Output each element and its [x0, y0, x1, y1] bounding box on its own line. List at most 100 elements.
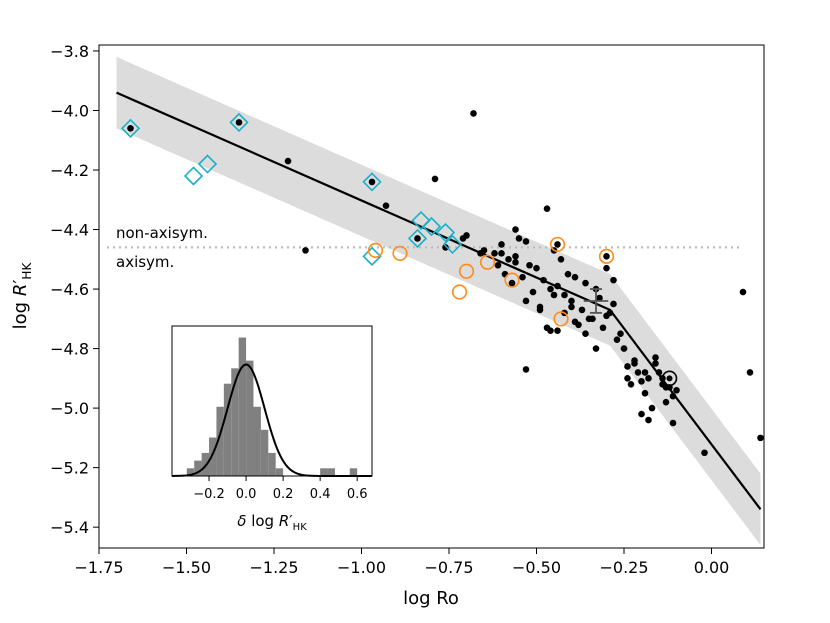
data-point-dot: [554, 327, 561, 335]
y-tick-label: −5.0: [50, 399, 89, 418]
data-point-diamond: [407, 228, 428, 249]
data-point-dot: [550, 291, 558, 299]
data-point-dot: [547, 285, 554, 293]
data-point-dot: [512, 258, 519, 266]
y-tick-label: −3.8: [50, 42, 89, 61]
data-point-dot: [638, 378, 645, 385]
inset-x-label: δ log R′HK: [237, 512, 307, 533]
inset-x-ticks: −0.2 0.0 0.2 0.4 0.6: [193, 476, 368, 502]
scatter-points: [120, 110, 764, 457]
inset-frame: [171, 325, 373, 477]
data-point-dot: [610, 276, 617, 284]
data-point-dot: [568, 303, 575, 311]
data-point-dot: [578, 306, 586, 314]
data-point-diamond: [362, 246, 382, 266]
y-tick-label: −4.2: [50, 161, 89, 180]
data-point-dot: [431, 175, 439, 183]
inset-x-tick-label: 0.0: [236, 487, 257, 502]
data-point-dot: [589, 315, 596, 323]
x-tick-label: −1.25: [249, 558, 298, 577]
inset-x-tick-label: −0.2: [193, 487, 225, 502]
data-point-diamond: [197, 154, 218, 174]
data-point-dot: [582, 279, 589, 287]
data-point-dot: [599, 324, 607, 332]
data-point-dot: [519, 273, 526, 281]
inset-x-tick-label: 0.4: [310, 487, 331, 502]
data-point-dot: [529, 288, 537, 296]
data-point-dot: [533, 264, 540, 272]
data-point-dot: [547, 327, 554, 335]
data-point-dot: [603, 312, 610, 320]
data-point-diamond: [120, 118, 141, 138]
data-point-circle: [549, 236, 566, 253]
inset-x-tick-label: 0.2: [273, 487, 294, 502]
data-point-circle: [598, 248, 615, 264]
data-point-dot: [536, 306, 544, 314]
inset-histogram-bars: [186, 337, 358, 476]
data-point-dot: [554, 282, 561, 290]
x-tick-label: −1.00: [337, 558, 386, 577]
inset-histogram-bar: [320, 468, 328, 476]
data-point-diamond: [183, 166, 204, 186]
data-point-dot: [459, 235, 467, 242]
y-tick-label: −4.0: [50, 101, 89, 120]
inset-histogram-bar: [327, 468, 335, 476]
data-point-dot: [557, 255, 565, 263]
data-point-circle: [367, 242, 384, 258]
data-point-diamond: [411, 210, 431, 231]
data-point-dot: [522, 238, 530, 245]
data-point-circle: [553, 311, 569, 327]
inset-histogram-bar: [275, 468, 284, 476]
data-point-dot: [568, 297, 575, 305]
data-point-dot: [739, 288, 747, 296]
data-point-dot: [491, 250, 498, 257]
data-point-dot: [652, 354, 659, 361]
x-tick-label: −1.50: [162, 558, 211, 577]
data-point-dot: [610, 300, 617, 308]
inset-histogram-bar: [216, 406, 224, 476]
x-tick-label: −0.50: [512, 558, 561, 577]
data-point-circle: [504, 272, 520, 288]
data-point-diamond: [435, 222, 456, 243]
data-point-circle: [392, 245, 408, 261]
data-point-dot: [571, 318, 579, 326]
y-axis-label-group: log R′HK: [10, 262, 34, 330]
data-point-dot: [526, 261, 533, 269]
data-point-dot: [634, 369, 642, 376]
y-tick-label: −5.4: [50, 518, 89, 537]
x-tick-label: 0.00: [694, 558, 730, 577]
x-axis-ticks: −1.75 −1.50 −1.25 −1.00 −0.75 −0.50 −0.25 0.00: [74, 548, 729, 577]
data-point-dot: [701, 449, 708, 457]
y-tick-label: −4.6: [50, 280, 89, 299]
error-bar-group: [583, 288, 609, 314]
inset-x-tick-label: 0.6: [347, 487, 368, 502]
x-tick-label: −0.75: [424, 558, 473, 577]
inset-histogram-bar: [194, 460, 202, 476]
data-point-dot: [603, 264, 610, 272]
data-point-dot: [498, 241, 505, 248]
data-point-circle: [451, 284, 468, 300]
inset-histogram-bar: [253, 406, 261, 476]
data-point-dot: [620, 345, 628, 352]
data-point-dot: [662, 398, 670, 406]
inset-background: [172, 326, 372, 476]
data-point-diamond-center: [235, 119, 243, 126]
sun-marker-ring: [661, 370, 678, 387]
data-point-dot: [645, 375, 652, 382]
inset-histogram-bar: [246, 360, 254, 476]
inset-histogram-bar: [260, 429, 269, 476]
threshold-label-above: non-axisym.: [116, 224, 208, 242]
data-point-dot: [669, 419, 677, 427]
data-point-dot: [631, 360, 638, 367]
y-axis-label: log R′HK: [10, 262, 34, 330]
inset-histogram-bar: [238, 337, 247, 476]
data-point-dot: [652, 360, 659, 367]
data-point-dot: [645, 416, 652, 424]
data-point-dot: [470, 110, 477, 117]
inset-histogram-bar: [231, 368, 239, 476]
inset-histogram-bar: [268, 452, 276, 476]
data-point-dot: [442, 244, 449, 251]
data-point-circle-center: [603, 253, 610, 260]
data-point-dot: [746, 369, 754, 376]
